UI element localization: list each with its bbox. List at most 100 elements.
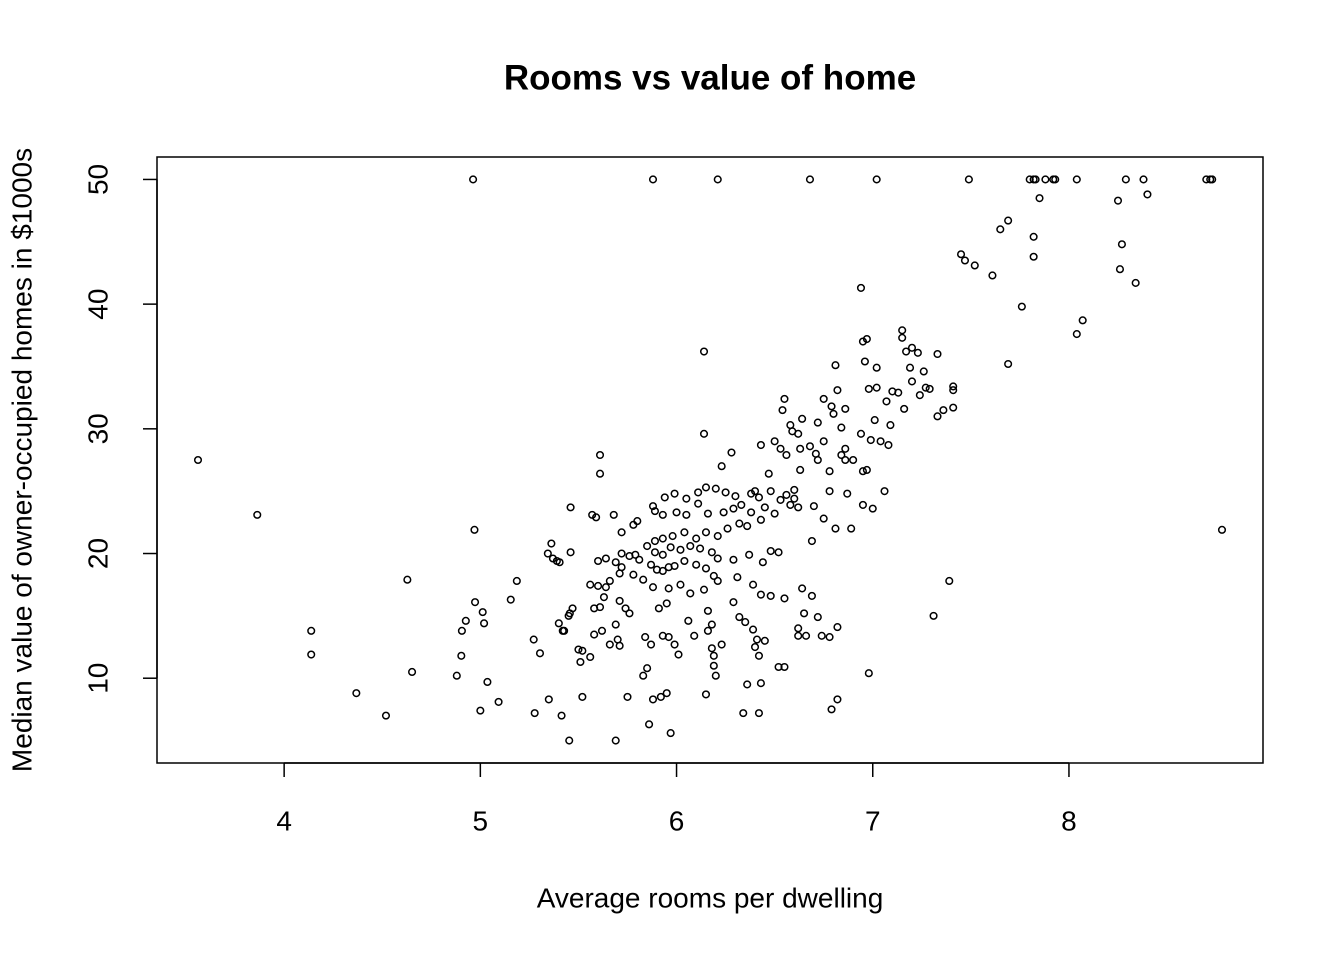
point	[858, 467, 867, 476]
point	[650, 536, 660, 546]
point	[711, 671, 720, 680]
point	[193, 455, 203, 465]
point	[733, 573, 742, 582]
point	[586, 652, 595, 662]
point	[743, 680, 752, 689]
point	[381, 711, 391, 720]
point	[864, 669, 873, 678]
point	[905, 363, 915, 372]
point	[794, 429, 803, 438]
point	[739, 709, 748, 718]
point	[807, 591, 816, 600]
point	[711, 484, 720, 493]
point	[692, 560, 701, 569]
point	[1004, 216, 1013, 225]
y-tick-label: 30	[82, 413, 113, 444]
point	[754, 493, 764, 502]
point	[686, 589, 695, 598]
point	[766, 546, 775, 556]
point	[656, 692, 665, 701]
point	[794, 631, 803, 640]
point	[623, 692, 632, 701]
point	[786, 421, 795, 430]
point	[796, 444, 805, 453]
point	[964, 175, 973, 184]
point	[898, 326, 907, 335]
y-tick-label: 10	[82, 663, 113, 694]
point	[684, 616, 693, 625]
point	[648, 175, 658, 184]
point	[588, 510, 597, 519]
point	[1078, 316, 1087, 325]
point	[611, 620, 620, 629]
point	[988, 271, 997, 280]
point	[648, 502, 658, 511]
point	[709, 661, 718, 670]
point	[633, 517, 642, 526]
point	[745, 550, 754, 559]
point	[713, 576, 722, 586]
point	[866, 435, 875, 445]
y-axis-title: Median value of owner-occupied homes in …	[6, 148, 37, 772]
point	[760, 636, 769, 645]
point	[1031, 175, 1040, 184]
point	[829, 409, 838, 418]
point	[707, 548, 716, 557]
point	[1121, 175, 1130, 184]
point	[843, 489, 852, 498]
point	[709, 571, 718, 581]
point	[813, 418, 822, 427]
point	[727, 448, 736, 457]
point	[1208, 175, 1217, 184]
y-tick-label: 50	[82, 164, 113, 195]
point	[809, 502, 818, 511]
point	[672, 508, 681, 517]
point	[605, 640, 614, 649]
point	[870, 416, 879, 425]
point	[483, 677, 492, 687]
point	[568, 604, 577, 613]
point	[658, 550, 667, 559]
y-tick-label: 20	[82, 538, 113, 569]
point	[749, 625, 758, 634]
point	[945, 576, 954, 586]
point	[1113, 196, 1123, 205]
point	[1035, 194, 1044, 203]
point	[1143, 190, 1152, 199]
point	[747, 508, 756, 517]
point	[743, 522, 752, 531]
point	[625, 609, 634, 618]
point	[664, 633, 673, 642]
point	[494, 697, 503, 706]
point	[469, 175, 478, 184]
point	[841, 444, 850, 453]
point	[506, 595, 515, 604]
point	[841, 455, 850, 465]
point	[617, 549, 626, 558]
point	[565, 736, 574, 745]
point	[639, 575, 648, 584]
point	[590, 630, 599, 639]
point	[750, 642, 760, 652]
point	[825, 633, 834, 642]
point	[686, 541, 695, 551]
point	[696, 544, 705, 553]
point	[703, 626, 712, 635]
point	[648, 583, 658, 592]
point	[586, 580, 595, 589]
point	[729, 504, 738, 513]
point	[872, 363, 881, 372]
point	[639, 671, 648, 680]
point	[925, 384, 934, 393]
point	[403, 575, 412, 584]
point	[868, 504, 877, 513]
point	[717, 462, 726, 471]
point	[856, 429, 866, 438]
point	[617, 528, 626, 537]
point	[752, 635, 762, 644]
point	[699, 429, 709, 438]
point	[723, 524, 732, 533]
point	[701, 528, 711, 537]
point	[819, 437, 828, 446]
